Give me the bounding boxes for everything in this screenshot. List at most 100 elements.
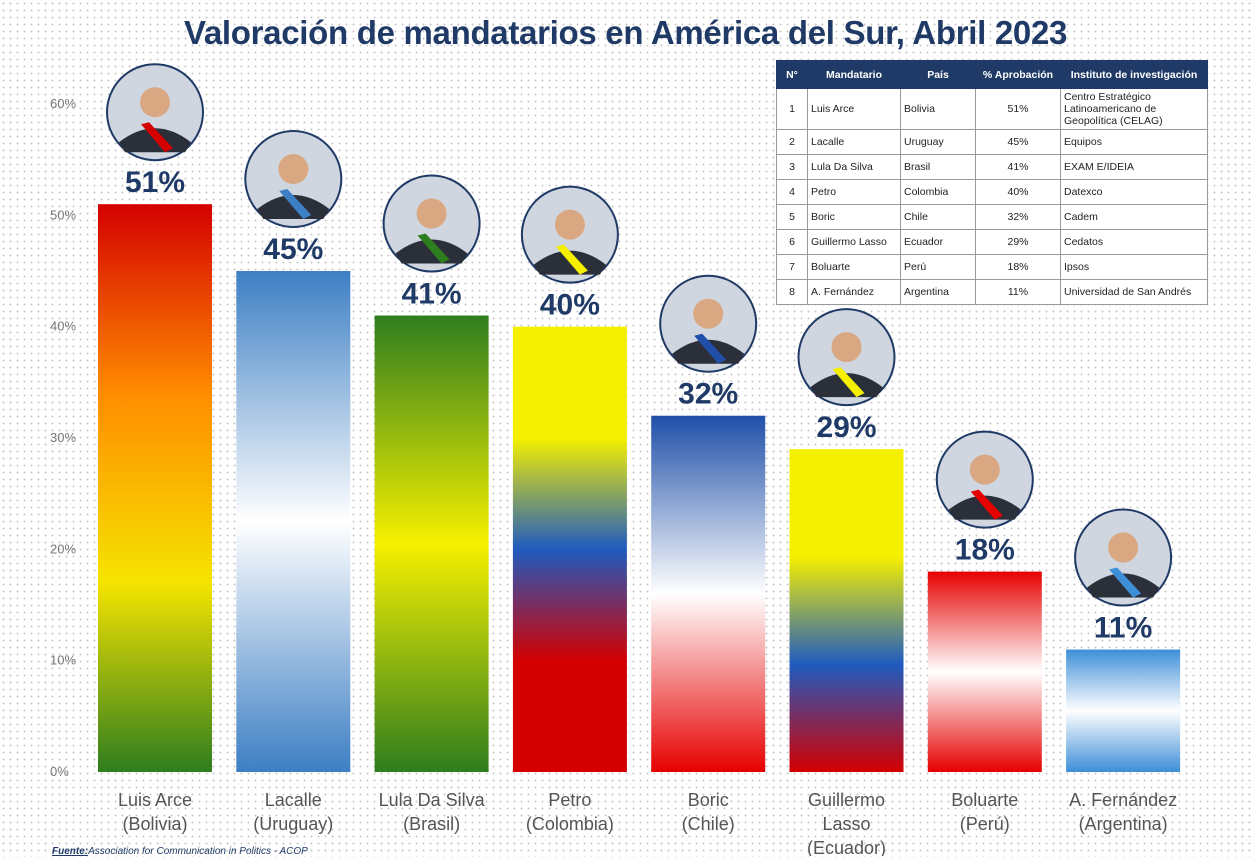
table-cell: Bolivia — [900, 88, 976, 130]
value-label: 11% — [1094, 612, 1152, 645]
table-cell: Luis Arce — [807, 88, 901, 130]
value-label: 40% — [540, 289, 600, 322]
table-cell: 40% — [975, 179, 1061, 205]
table-cell: Cadem — [1060, 204, 1208, 230]
bar — [651, 415, 766, 772]
y-tick-label: 20% — [50, 541, 76, 556]
table-header-cell: País — [900, 60, 976, 89]
category-label: (Uruguay) — [253, 814, 333, 834]
table-cell: Perú — [900, 254, 976, 280]
category-label: (Colombia) — [526, 814, 614, 834]
table-cell: 4 — [776, 179, 808, 205]
category-label: Lasso — [822, 814, 870, 834]
category-label: Boluarte — [951, 790, 1018, 810]
category-label: (Perú) — [960, 814, 1010, 834]
portrait-sash — [1109, 567, 1142, 598]
table-cell: 18% — [975, 254, 1061, 280]
portrait-sash — [832, 367, 865, 398]
source-text: Association for Communication in Politic… — [88, 846, 308, 857]
category-label: (Bolivia) — [122, 814, 187, 834]
table-cell: 1 — [776, 88, 808, 130]
table-row: 6 Guillermo Lasso Ecuador 29% Cedatos — [776, 229, 1208, 255]
table-cell: 8 — [776, 279, 808, 305]
table-cell: Guillermo Lasso — [807, 229, 901, 255]
category-label: Petro — [548, 790, 591, 810]
table-cell: Boric — [807, 204, 901, 230]
table-cell: Centro Estratégico Latinoamericano de Ge… — [1060, 88, 1208, 130]
portrait-head — [554, 209, 585, 240]
table-cell: 32% — [975, 204, 1061, 230]
table-cell: Equipos — [1060, 129, 1208, 155]
table-cell: 45% — [975, 129, 1061, 155]
portrait-head — [831, 332, 862, 363]
portrait-sash — [555, 244, 588, 275]
category-label: (Argentina) — [1079, 814, 1168, 834]
table-cell: Ecuador — [900, 229, 976, 255]
table-cell: 29% — [975, 229, 1061, 255]
category-label: Guillermo — [808, 790, 885, 810]
value-label: 32% — [678, 378, 738, 411]
table-row: 1 Luis Arce Bolivia 51% Centro Estratégico L… — [776, 88, 1208, 130]
table-cell: Chile — [900, 204, 976, 230]
portrait-head — [416, 198, 447, 229]
table-header-cell: Mandatario — [807, 60, 901, 89]
bar — [1066, 649, 1181, 772]
y-tick-label: 40% — [50, 319, 76, 334]
table-cell: Lula Da Silva — [807, 154, 901, 180]
table-cell: Boluarte — [807, 254, 901, 280]
table-row: 7 Boluarte Perú 18% Ipsos — [776, 254, 1208, 280]
table-cell: 11% — [975, 279, 1061, 305]
portrait-sash — [141, 122, 173, 153]
y-tick-label: 50% — [50, 207, 76, 222]
category-label: (Brasil) — [403, 814, 460, 834]
source-label: Fuente: — [52, 846, 89, 857]
portrait-sash — [694, 333, 727, 364]
table-header-cell: % Aprobación — [975, 60, 1061, 89]
table-cell: A. Fernández — [807, 279, 901, 305]
value-label: 51% — [125, 166, 185, 199]
category-label: (Ecuador) — [807, 838, 886, 856]
y-tick-label: 10% — [50, 653, 76, 668]
table-cell: Universidad de San Andrés — [1060, 279, 1208, 305]
table-header-row: N° Mandatario País% Aprobación Instituto de… — [776, 60, 1208, 89]
table-header-cell: N° — [776, 60, 808, 89]
category-label: Lacalle — [265, 790, 322, 810]
source-note: Fuente:Association for Communication in … — [52, 846, 308, 857]
table-row: 3 Lula Da Silva Brasil 41% EXAM E/IDEIA — [776, 154, 1208, 180]
portrait-head — [278, 154, 309, 184]
bar — [927, 571, 1042, 772]
chart-title: Valoración de mandatarios en América del… — [183, 14, 1068, 51]
table-header-cell: Instituto de investigación — [1060, 60, 1208, 89]
table-cell: 7 — [776, 254, 808, 280]
category-label: A. Fernández — [1069, 790, 1177, 810]
table-cell: 2 — [776, 129, 808, 155]
portrait-head — [140, 87, 170, 118]
y-tick-label: 30% — [50, 430, 76, 445]
table-row: 8 A. Fernández Argentina 11% Universidad de … — [776, 279, 1208, 305]
bar — [789, 449, 904, 772]
table-cell: Colombia — [900, 179, 976, 205]
table-cell: Ipsos — [1060, 254, 1208, 280]
approval-table: N° Mandatario País% Aprobación Instituto de… — [776, 60, 1208, 305]
table-cell: 3 — [776, 154, 808, 180]
category-label: (Chile) — [682, 814, 735, 834]
portrait-head — [969, 454, 1000, 485]
table-cell: EXAM E/IDEIA — [1060, 154, 1208, 180]
bar — [98, 204, 212, 772]
table-cell: 51% — [975, 88, 1061, 130]
value-label: 18% — [955, 534, 1015, 567]
portrait-sash — [970, 489, 1003, 520]
category-label: Lula Da Silva — [379, 790, 486, 810]
table-row: 5 Boric Chile 32% Cadem — [776, 204, 1208, 230]
table-cell: 6 — [776, 229, 808, 255]
value-label: 45% — [263, 233, 323, 266]
category-label: Luis Arce — [118, 790, 192, 810]
y-tick-label: 0% — [50, 764, 69, 779]
y-tick-label: 60% — [50, 96, 76, 111]
table-cell: Argentina — [900, 279, 976, 305]
value-label: 41% — [402, 278, 462, 311]
value-label: 29% — [816, 411, 876, 444]
table-row: 2 Lacalle Uruguay 45% Equipos — [776, 129, 1208, 155]
table-cell: Brasil — [900, 154, 976, 180]
